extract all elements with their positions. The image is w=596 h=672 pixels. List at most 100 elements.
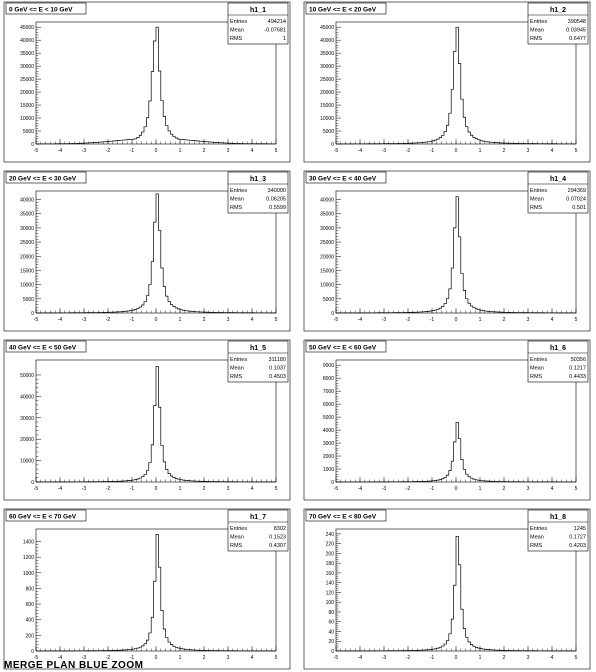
y-tick-label: 30000: [20, 416, 34, 422]
stats-name: h1_1: [250, 7, 266, 14]
x-tick-label: 5: [275, 655, 278, 661]
stats-label: Entries: [530, 188, 547, 194]
y-tick-label: 45000: [20, 25, 34, 31]
x-tick-label: -2: [406, 486, 411, 492]
x-tick-label: 1: [479, 655, 482, 661]
y-tick-label: 100: [326, 600, 335, 606]
stats-label: Mean: [230, 535, 244, 541]
stats-label: Mean: [530, 197, 544, 203]
x-tick-label: 4: [251, 317, 254, 323]
x-tick-label: -4: [58, 148, 63, 154]
stats-value: 0.6477: [569, 36, 586, 42]
stats-name: h1_5: [250, 345, 266, 352]
x-tick-label: -3: [82, 148, 87, 154]
stats-value: 1: [283, 36, 286, 42]
x-tick-label: -1: [430, 148, 435, 154]
y-tick-label: 60: [328, 620, 334, 626]
title-box: [5, 509, 87, 522]
x-tick-label: 1: [479, 317, 482, 323]
stats-label: Mean: [530, 28, 544, 34]
x-tick-label: -1: [130, 486, 135, 492]
stats-label: Entries: [230, 526, 247, 532]
histogram-line: [35, 366, 277, 483]
y-tick-label: 0: [31, 311, 34, 317]
y-tick-label: 40000: [320, 38, 334, 44]
stats-value: 0.06205: [266, 197, 286, 203]
y-tick-label: 3000: [323, 441, 334, 447]
y-tick-label: 15000: [320, 268, 334, 274]
x-tick-label: -3: [382, 486, 387, 492]
y-tick-label: 180: [326, 561, 335, 567]
y-tick-label: 10000: [20, 116, 34, 122]
histogram-panel: 60 GeV <= E < 70 GeV02004006008001000120…: [3, 508, 291, 670]
x-tick-label: 5: [275, 486, 278, 492]
x-tick-label: 2: [203, 655, 206, 661]
title-box: [305, 340, 387, 353]
histogram-panel: 50 GeV <= E < 60 GeV01000200030004000500…: [303, 339, 591, 501]
y-tick-label: 0: [31, 142, 34, 148]
x-tick-label: 1: [479, 148, 482, 154]
x-tick-label: -3: [82, 655, 87, 661]
x-tick-label: -1: [130, 655, 135, 661]
stats-label: RMS: [230, 205, 243, 211]
stats-value: 0.4307: [269, 543, 286, 549]
y-tick-label: 7000: [323, 389, 334, 395]
y-tick-label: 40000: [20, 198, 34, 204]
title-box: [5, 171, 87, 184]
x-tick-label: -5: [334, 148, 339, 154]
x-tick-label: 5: [275, 317, 278, 323]
y-tick-label: 0: [331, 480, 334, 486]
x-tick-label: -4: [58, 317, 63, 323]
x-tick-label: 2: [203, 486, 206, 492]
x-tick-label: 1: [479, 486, 482, 492]
x-tick-label: 3: [227, 486, 230, 492]
y-tick-label: 40: [328, 629, 334, 635]
x-tick-label: -3: [382, 148, 387, 154]
x-tick-label: -5: [334, 486, 339, 492]
y-tick-label: 5000: [23, 297, 34, 303]
x-tick-label: 3: [227, 655, 230, 661]
y-tick-label: 40000: [20, 38, 34, 44]
x-tick-label: 0: [155, 655, 158, 661]
y-tick-label: 220: [326, 542, 335, 548]
x-tick-label: 0: [155, 486, 158, 492]
y-tick-label: 1200: [23, 555, 34, 561]
stats-label: Entries: [530, 357, 547, 363]
y-tick-label: 20: [328, 639, 334, 645]
y-tick-label: 1000: [23, 571, 34, 577]
x-tick-label: -2: [106, 655, 111, 661]
y-tick-label: 30000: [320, 226, 334, 232]
x-tick-label: -3: [82, 486, 87, 492]
x-tick-label: -1: [430, 486, 435, 492]
y-tick-label: 600: [26, 602, 35, 608]
x-tick-label: 5: [575, 317, 578, 323]
stats-value: 311180: [268, 357, 286, 363]
x-tick-label: 5: [575, 486, 578, 492]
x-tick-label: 2: [503, 486, 506, 492]
stats-box: [527, 340, 589, 383]
stats-label: Mean: [530, 366, 544, 372]
y-tick-label: 10000: [20, 283, 34, 289]
y-tick-label: 6000: [323, 402, 334, 408]
histogram-line: [35, 193, 277, 314]
stats-value: 0.4503: [269, 374, 286, 380]
x-tick-label: 2: [203, 148, 206, 154]
y-tick-label: 20000: [20, 254, 34, 260]
x-tick-label: -4: [358, 655, 363, 661]
x-tick-label: -2: [106, 148, 111, 154]
y-tick-label: 20000: [20, 90, 34, 96]
x-tick-label: 3: [227, 317, 230, 323]
histogram-panel: 70 GeV <= E < 80 GeV02040608010012014016…: [303, 508, 591, 670]
y-tick-label: 40000: [20, 394, 34, 400]
x-tick-label: 5: [275, 148, 278, 154]
x-tick-label: -2: [406, 655, 411, 661]
x-tick-label: 1: [179, 317, 182, 323]
x-tick-label: -4: [358, 148, 363, 154]
x-tick-label: -4: [358, 317, 363, 323]
x-tick-label: -3: [82, 317, 87, 323]
x-tick-label: -5: [334, 317, 339, 323]
y-tick-label: 45000: [320, 25, 334, 31]
stats-value: 294369: [568, 188, 586, 194]
x-tick-label: -5: [34, 148, 39, 154]
